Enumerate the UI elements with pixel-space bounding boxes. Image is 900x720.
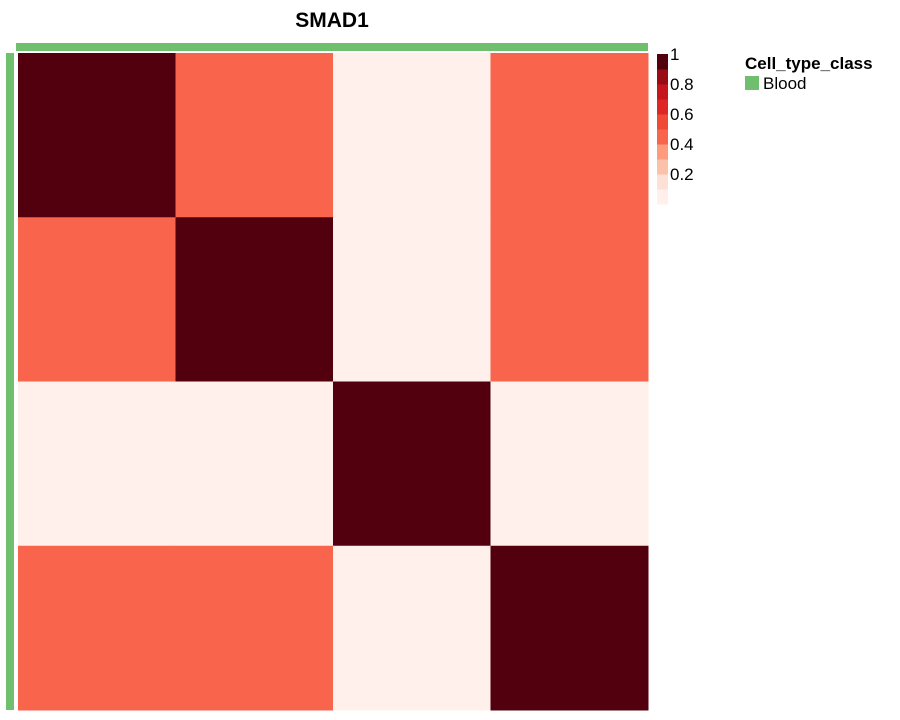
heatmap-cells <box>18 53 649 711</box>
chart-title: SMAD1 <box>295 9 369 32</box>
heatmap-cell <box>333 53 491 218</box>
heatmap-cell <box>490 217 649 382</box>
annotation-legend-swatch <box>745 76 759 90</box>
annotation-legend-title: Cell_type_class <box>745 54 873 73</box>
heatmap-cell <box>333 545 491 711</box>
heatmap-cell <box>490 381 649 547</box>
column-annotation-bar <box>16 43 648 51</box>
heatmap-cell <box>18 545 176 711</box>
color-scale-swatch <box>657 84 668 100</box>
heatmap-cell <box>490 53 649 218</box>
heatmap-cell <box>175 545 334 711</box>
heatmap-cell <box>18 53 176 218</box>
color-scale-ticks: 1 0.8 0.6 0.4 0.2 <box>670 45 694 184</box>
color-scale-swatch <box>657 54 668 70</box>
annotation-legend-label: Blood <box>763 74 806 93</box>
heatmap-cell <box>333 381 491 547</box>
color-scale-tick-label: 0.4 <box>670 135 694 154</box>
color-scale-swatch <box>657 174 668 190</box>
heatmap-cell <box>18 381 176 547</box>
row-annotation-bar <box>6 53 14 710</box>
color-scale-swatch <box>657 99 668 115</box>
heatmap-cell <box>175 217 334 382</box>
heatmap-cell <box>175 381 334 547</box>
heatmap-cell <box>18 217 176 382</box>
color-scale-swatch <box>657 189 668 205</box>
color-scale-tick-label: 0.2 <box>670 165 694 184</box>
color-scale-swatch <box>657 129 668 145</box>
color-scale-swatch <box>657 69 668 85</box>
color-scale-swatch <box>657 159 668 175</box>
color-scale-tick-label: 0.6 <box>670 105 694 124</box>
color-scale-tick-label: 1 <box>670 45 679 64</box>
color-scale-swatch <box>657 144 668 160</box>
heatmap-cell <box>175 53 334 218</box>
heatmap-cell <box>490 545 649 711</box>
color-scale-legend <box>657 54 668 205</box>
color-scale-tick-label: 0.8 <box>670 75 694 94</box>
heatmap-cell <box>333 217 491 382</box>
color-scale-swatch <box>657 114 668 130</box>
